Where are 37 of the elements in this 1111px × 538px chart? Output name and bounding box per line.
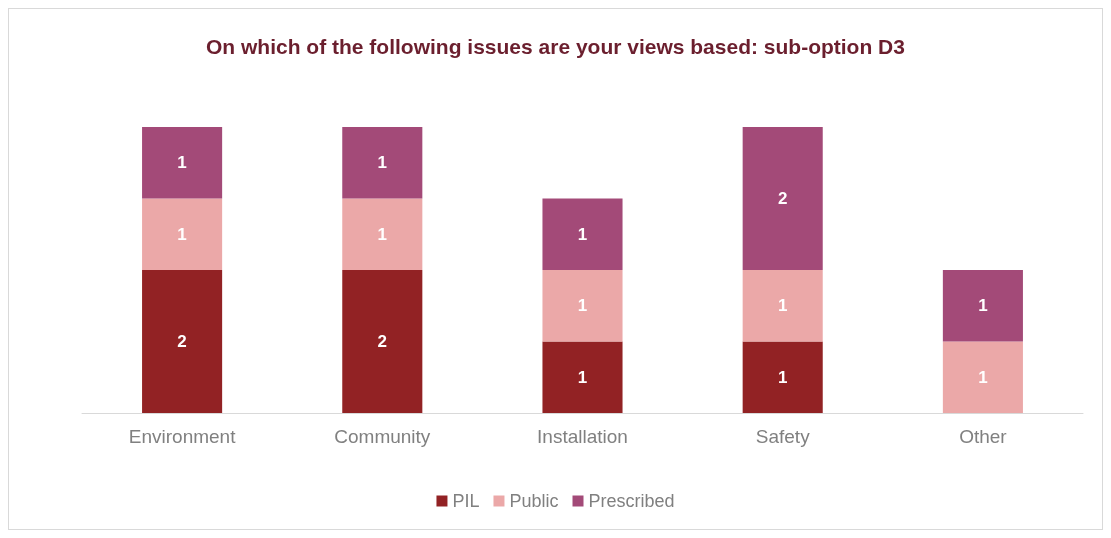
data-label: 1 bbox=[377, 224, 388, 244]
bar bbox=[142, 198, 223, 270]
chart-title: On which of the following issues are your views based: sub-option D3 bbox=[206, 35, 905, 58]
data-label: 2 bbox=[177, 332, 187, 351]
bar bbox=[542, 198, 623, 270]
bar bbox=[342, 127, 423, 199]
bar bbox=[942, 270, 1023, 342]
bar bbox=[342, 270, 423, 413]
bar bbox=[742, 127, 823, 270]
x-tick-label: Other bbox=[959, 426, 1008, 447]
bar bbox=[742, 270, 823, 342]
data-label: 1 bbox=[377, 153, 388, 173]
data-label: 1 bbox=[177, 224, 187, 244]
legend-label: Prescribed bbox=[588, 491, 675, 511]
legend-label: Public bbox=[509, 491, 559, 511]
data-label: 2 bbox=[377, 332, 388, 351]
x-tick-label: Community bbox=[334, 426, 431, 447]
data-label: 1 bbox=[577, 296, 588, 316]
x-tick-label: Safety bbox=[755, 426, 811, 447]
data-label: 1 bbox=[978, 367, 988, 387]
bar bbox=[542, 341, 623, 413]
bar bbox=[142, 270, 223, 413]
data-label: 1 bbox=[777, 296, 788, 316]
x-tick-label: Installation bbox=[537, 426, 628, 447]
x-tick-label: Environment bbox=[128, 426, 237, 447]
bar bbox=[342, 198, 423, 270]
legend-label: PIL bbox=[452, 491, 480, 511]
data-label: 1 bbox=[577, 367, 588, 387]
data-label: 2 bbox=[777, 189, 788, 208]
bar bbox=[542, 270, 623, 342]
data-label: 1 bbox=[777, 367, 788, 387]
data-label: 1 bbox=[177, 153, 187, 173]
data-label: 1 bbox=[577, 224, 588, 244]
data-label: 1 bbox=[978, 296, 988, 316]
bar bbox=[742, 341, 823, 413]
bar bbox=[942, 341, 1023, 413]
bar bbox=[142, 127, 223, 199]
